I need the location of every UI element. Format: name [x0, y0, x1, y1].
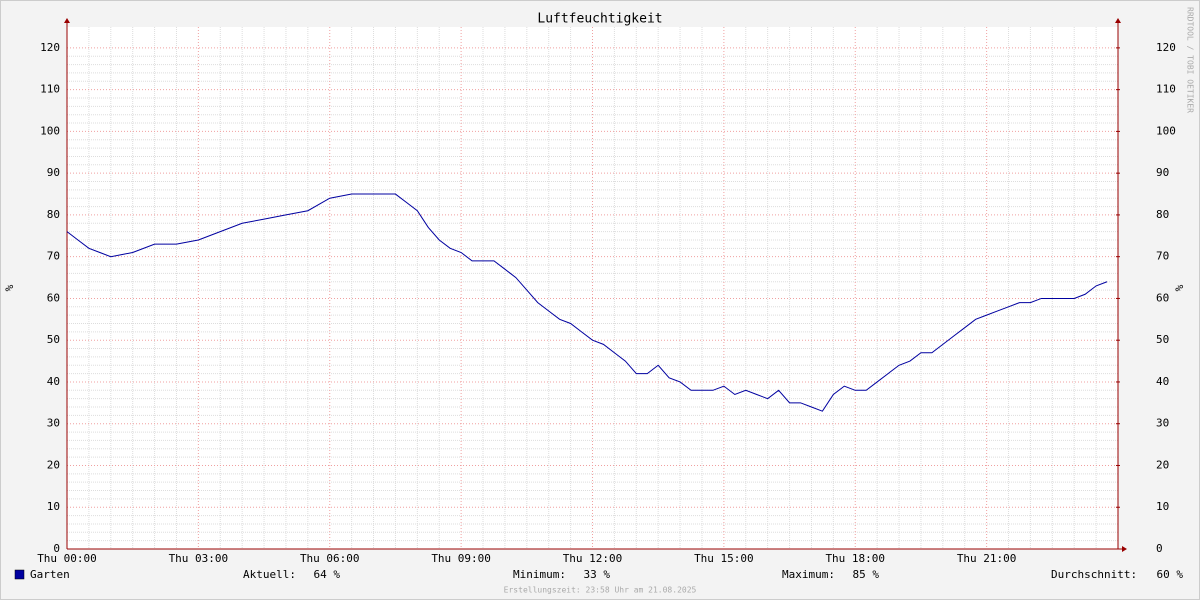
y2-tick-label: 90	[1156, 166, 1169, 179]
legend-swatch	[14, 569, 25, 580]
stat-value: 60 %	[1157, 568, 1184, 581]
chart-title: Luftfeuchtigkeit	[537, 12, 662, 27]
y-tick-label: 120	[40, 41, 60, 54]
y2-tick-label: 80	[1156, 208, 1169, 221]
y-axis-label: %	[3, 284, 16, 291]
y-tick-label: 70	[47, 250, 60, 263]
y-tick-label: 10	[47, 500, 60, 513]
stat-label: Maximum:	[782, 568, 835, 581]
y2-axis-label: %	[1173, 284, 1186, 291]
stat-label: Durchschnitt:	[1051, 568, 1137, 581]
y2-tick-label: 20	[1156, 458, 1169, 471]
y2-tick-label: 30	[1156, 417, 1169, 430]
y-tick-label: 80	[47, 208, 60, 221]
y2-tick-label: 10	[1156, 500, 1169, 513]
y-tick-label: 0	[53, 542, 60, 555]
stat-value: 33 %	[584, 568, 611, 581]
y2-tick-label: 60	[1156, 291, 1169, 304]
stat-value: 64 %	[314, 568, 341, 581]
y-tick-label: 40	[47, 375, 60, 388]
legend-label: Garten	[30, 568, 70, 581]
x-tick-label: Thu 21:00	[957, 552, 1017, 565]
stat-value: 85 %	[853, 568, 880, 581]
x-tick-label: Thu 12:00	[563, 552, 623, 565]
x-tick-label: Thu 09:00	[431, 552, 491, 565]
axis-arrow	[1122, 546, 1127, 552]
y-tick-label: 60	[47, 291, 60, 304]
y-tick-label: 100	[40, 124, 60, 137]
y2-tick-label: 40	[1156, 375, 1169, 388]
axis-arrow	[1115, 18, 1121, 23]
x-tick-label: Thu 03:00	[169, 552, 229, 565]
x-tick-label: Thu 06:00	[300, 552, 360, 565]
y2-tick-label: 70	[1156, 250, 1169, 263]
x-tick-label: Thu 15:00	[694, 552, 754, 565]
footer: Erstellungszeit: 23:58 Uhr am 21.08.2025	[504, 586, 697, 595]
x-tick-label: Thu 00:00	[37, 552, 97, 565]
watermark: RRDTOOL / TOBI OETIKER	[1186, 7, 1195, 113]
y-tick-label: 50	[47, 333, 60, 346]
y-tick-label: 30	[47, 417, 60, 430]
series-line	[66, 193, 1108, 412]
y2-tick-label: 50	[1156, 333, 1169, 346]
y-tick-label: 20	[47, 458, 60, 471]
stat-label: Minimum:	[513, 568, 566, 581]
y-tick-label: 90	[47, 166, 60, 179]
x-tick-label: Thu 18:00	[825, 552, 885, 565]
y2-tick-label: 110	[1156, 83, 1176, 96]
axis-arrow	[64, 18, 70, 23]
y2-tick-label: 120	[1156, 41, 1176, 54]
y2-tick-label: 100	[1156, 124, 1176, 137]
stat-label: Aktuell:	[243, 568, 296, 581]
y-tick-label: 110	[40, 83, 60, 96]
y2-tick-label: 0	[1156, 542, 1163, 555]
